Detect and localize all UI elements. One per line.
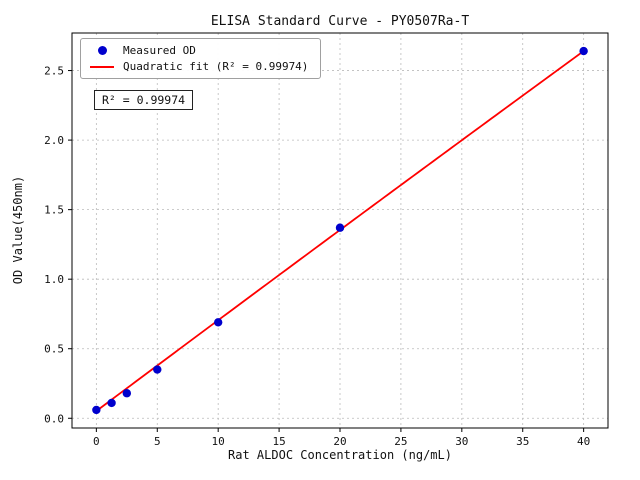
data-point [107,398,116,408]
data-point [335,223,345,232]
x-tick-label: 0 [93,435,100,448]
y-axis-label: OD Value(450nm) [11,176,25,284]
x-tick-label: 15 [272,435,285,448]
legend-item-quadratic-fit: Quadratic fit (R² = 0.99974) [89,61,308,72]
y-tick-label: 1.5 [44,204,64,217]
y-tick-label: 0.0 [44,412,64,425]
legend: Measured OD Quadratic fit (R² = 0.99974) [80,38,322,79]
y-tick-label: 2.5 [44,65,64,78]
data-point [92,405,101,415]
legend-label-quadratic-fit: Quadratic fit (R² = 0.99974) [123,60,309,73]
y-tick-label: 0.5 [44,343,64,356]
y-tick-label: 1.0 [44,273,64,286]
legend-label-measured-od: Measured OD [123,44,196,57]
x-tick-label: 30 [455,435,468,448]
data-point [153,365,162,374]
x-tick-label: 5 [154,435,161,448]
gridlines [72,33,608,428]
y-tick-label: 2.0 [44,134,64,147]
x-tick-label: 20 [333,435,346,448]
r-squared-annotation: R² = 0.99974 [94,90,194,110]
x-tick-label: 25 [394,435,407,448]
data-point [213,318,223,327]
x-tick-label: 10 [212,435,225,448]
data-point [122,389,132,398]
legend-item-measured-od: Measured OD [89,45,308,56]
scatter-marker-icon [97,46,107,55]
x-tick-label: 35 [516,435,529,448]
legend-marker-cell [89,65,115,68]
x-axis-label: Rat ALDOC Concentration (ng/mL) [228,448,452,462]
plot-marks: 0 5 10 15 20 25 30 35 40 0.0 0.5 1.0 1.5 2.0 2.5 [44,32,609,448]
chart-title: ELISA Standard Curve - PY0507Ra-T [211,14,469,29]
data-point [579,46,588,56]
x-tick-label: 40 [577,435,590,448]
line-marker-icon [90,65,114,68]
legend-marker-cell [89,46,115,55]
